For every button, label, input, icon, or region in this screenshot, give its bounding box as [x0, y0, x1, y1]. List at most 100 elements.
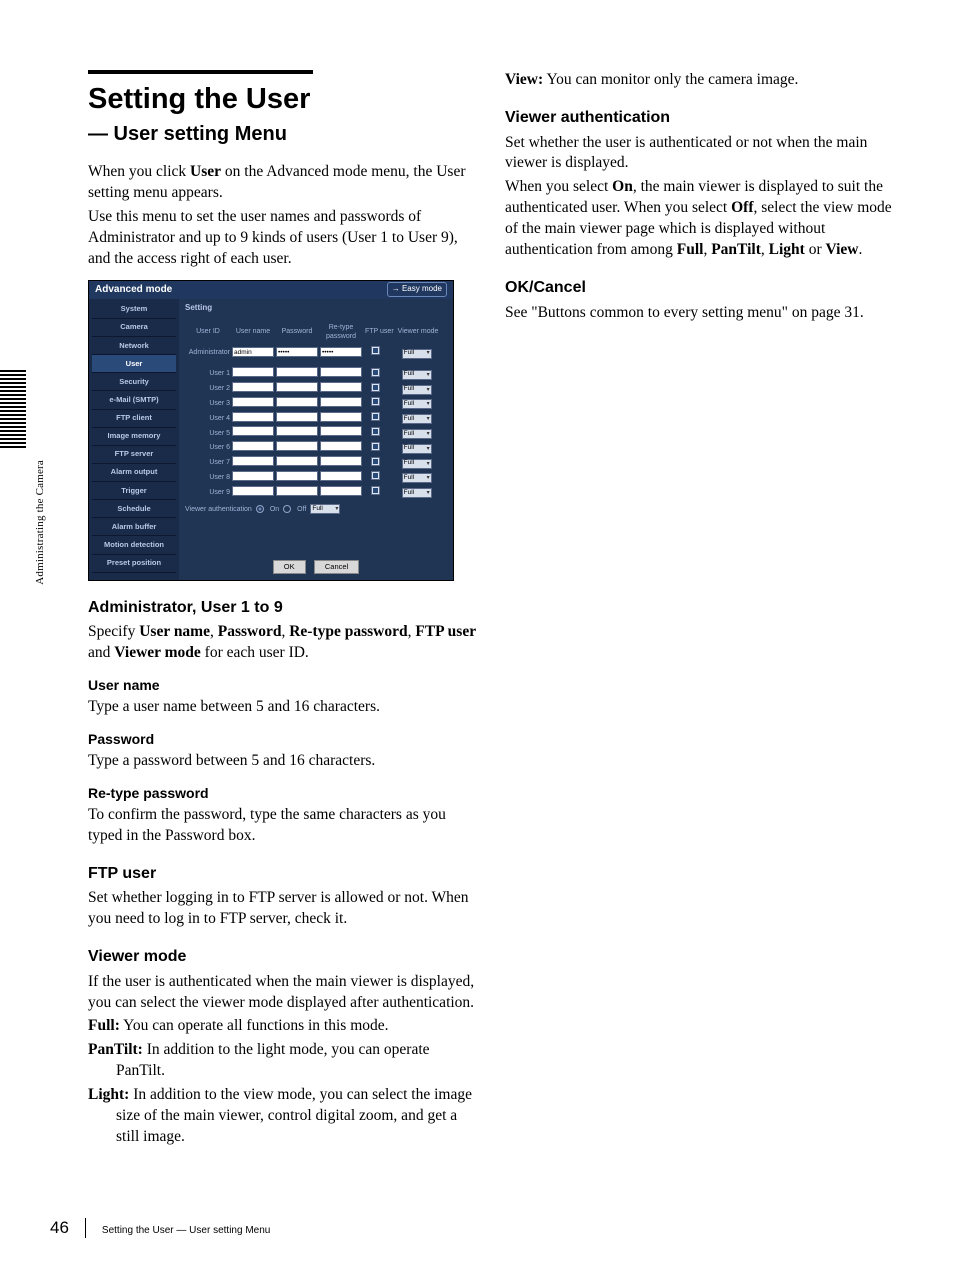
password-input[interactable]: •••••: [276, 347, 318, 357]
viewer-mode-select[interactable]: Full: [402, 459, 432, 469]
ftp-user-checkbox[interactable]: [371, 412, 380, 421]
screenshot-nav: SystemCameraNetworkUserSecuritye-Mail (S…: [89, 299, 179, 580]
nav-item-ftp-server[interactable]: FTP server: [92, 446, 176, 464]
nav-item-network[interactable]: Network: [92, 337, 176, 355]
viewer-mode-select[interactable]: Full: [402, 473, 432, 483]
col-viewer-mode: Viewer mode: [396, 323, 441, 346]
advanced-mode-screenshot: Advanced mode → Easy mode SystemCameraNe…: [88, 280, 454, 581]
nav-item-camera[interactable]: Camera: [92, 319, 176, 337]
ok-cancel-heading: OK/Cancel: [505, 277, 894, 299]
nav-item-trigger[interactable]: Trigger: [92, 482, 176, 500]
col-re-type-password: Re-typepassword: [319, 323, 363, 346]
viewer-mode-select[interactable]: Full: [402, 385, 432, 395]
viewer-mode-select[interactable]: Full: [402, 429, 432, 439]
page-title: Setting the User: [88, 80, 477, 119]
retype-input[interactable]: [320, 486, 362, 496]
admin-paragraph: Specify User name, Password, Re-type pas…: [88, 622, 477, 664]
vm-light: Light: In addition to the view mode, you…: [88, 1085, 477, 1148]
retype-input[interactable]: [320, 397, 362, 407]
viewer-auth-select[interactable]: Full: [310, 504, 340, 514]
nav-item-schedule[interactable]: Schedule: [92, 500, 176, 518]
nav-item-alarm-buffer[interactable]: Alarm buffer: [92, 518, 176, 536]
retype-input[interactable]: [320, 441, 362, 451]
page-subtitle: — User setting Menu: [88, 121, 477, 148]
screenshot-title: Advanced mode: [95, 283, 172, 297]
ftp-user-checkbox[interactable]: [371, 457, 380, 466]
password-input[interactable]: [276, 486, 318, 496]
password-input[interactable]: [276, 426, 318, 436]
ftp-user-checkbox[interactable]: [371, 346, 380, 355]
right-column: View: You can monitor only the camera im…: [505, 70, 894, 1151]
viewer-mode-select[interactable]: Full: [402, 444, 432, 454]
ftp-user-checkbox[interactable]: [371, 442, 380, 451]
nav-item-image-memory[interactable]: Image memory: [92, 428, 176, 446]
page-footer: 46 Setting the User — User setting Menu: [50, 1218, 270, 1238]
retype-input[interactable]: [320, 382, 362, 392]
password-input[interactable]: [276, 412, 318, 422]
admin-heading: Administrator, User 1 to 9: [88, 597, 477, 619]
nav-item-user[interactable]: User: [92, 355, 176, 373]
retype-input[interactable]: [320, 412, 362, 422]
ftp-user-checkbox[interactable]: [371, 471, 380, 480]
password-input[interactable]: [276, 367, 318, 377]
nav-item-ftp-client[interactable]: FTP client: [92, 410, 176, 428]
ok-button[interactable]: OK: [273, 560, 306, 574]
retype-input[interactable]: [320, 367, 362, 377]
viewer-auth-heading: Viewer authentication: [505, 107, 894, 129]
retype-input[interactable]: [320, 426, 362, 436]
viewer-mode-select[interactable]: Full: [402, 349, 432, 359]
nav-item-preset-position[interactable]: Preset position: [92, 555, 176, 573]
username-input[interactable]: [232, 382, 274, 392]
viewer-mode-select[interactable]: Full: [402, 488, 432, 498]
password-heading: Password: [88, 730, 477, 749]
retype-input[interactable]: •••••: [320, 347, 362, 357]
viewer-mode-select[interactable]: Full: [402, 370, 432, 380]
username-input[interactable]: [232, 426, 274, 436]
nav-item-alarm-output[interactable]: Alarm output: [92, 464, 176, 482]
ftp-user-checkbox[interactable]: [371, 397, 380, 406]
username-input[interactable]: admin: [232, 347, 274, 357]
viewer-mode-heading: Viewer mode: [88, 946, 477, 968]
radio-off[interactable]: [283, 505, 291, 513]
user-row: User 1Full: [185, 367, 440, 381]
ftp-user-checkbox[interactable]: [371, 427, 380, 436]
username-input[interactable]: [232, 397, 274, 407]
password-input[interactable]: [276, 456, 318, 466]
retype-input[interactable]: [320, 456, 362, 466]
retype-heading: Re-type password: [88, 784, 477, 803]
user-row: User 2Full: [185, 382, 440, 396]
username-input[interactable]: [232, 471, 274, 481]
nav-item-e-mail-smtp-[interactable]: e-Mail (SMTP): [92, 391, 176, 409]
password-input[interactable]: [276, 397, 318, 407]
user-row: User 7Full: [185, 456, 440, 470]
screenshot-main: Setting User IDUser namePasswordRe-typep…: [179, 299, 453, 580]
nav-item-security[interactable]: Security: [92, 373, 176, 391]
easy-mode-button[interactable]: → Easy mode: [387, 282, 447, 297]
ftp-user-checkbox[interactable]: [371, 368, 380, 377]
password-input[interactable]: [276, 441, 318, 451]
username-input[interactable]: [232, 441, 274, 451]
ftp-user-checkbox[interactable]: [371, 486, 380, 495]
user-row: User 4Full: [185, 412, 440, 426]
ftp-heading: FTP user: [88, 863, 477, 885]
viewer-mode-select[interactable]: Full: [402, 414, 432, 424]
title-rule: [88, 70, 313, 74]
password-input[interactable]: [276, 471, 318, 481]
user-row: User 9Full: [185, 486, 440, 500]
ftp-user-checkbox[interactable]: [371, 383, 380, 392]
retype-input[interactable]: [320, 471, 362, 481]
screenshot-header: Advanced mode → Easy mode: [89, 281, 453, 299]
password-input[interactable]: [276, 382, 318, 392]
footer-divider: [85, 1218, 86, 1238]
username-input[interactable]: [232, 486, 274, 496]
user-row: User 8Full: [185, 471, 440, 485]
username-input[interactable]: [232, 412, 274, 422]
radio-on[interactable]: [256, 505, 264, 513]
viewer-mode-select[interactable]: Full: [402, 399, 432, 409]
nav-item-motion-detection[interactable]: Motion detection: [92, 536, 176, 554]
username-input[interactable]: [232, 367, 274, 377]
nav-item-system[interactable]: System: [92, 301, 176, 319]
username-input[interactable]: [232, 456, 274, 466]
footer-title: Setting the User — User setting Menu: [102, 1225, 270, 1236]
cancel-button[interactable]: Cancel: [314, 560, 359, 574]
